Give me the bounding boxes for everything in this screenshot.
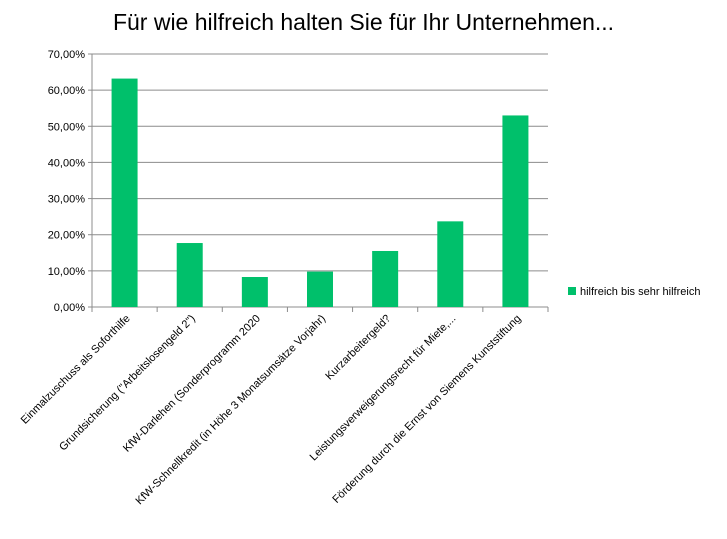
y-tick-label: 50,00% xyxy=(48,121,86,133)
bar xyxy=(372,250,399,307)
x-category-label: KfW-Darlehen (Sonderprogramm 2020 xyxy=(121,313,263,455)
bar xyxy=(307,271,333,307)
bars xyxy=(111,78,529,307)
bar xyxy=(437,221,464,307)
y-tick-label: 10,00% xyxy=(48,266,86,278)
y-tick-label: 0,00% xyxy=(54,302,85,314)
x-category-label: Leistungsverweigerungsrecht für Miete,..… xyxy=(308,313,459,464)
y-tick-label: 40,00% xyxy=(48,157,86,169)
chart-title: Für wie hilfreich halten Sie für Ihr Unt… xyxy=(112,9,615,35)
bar xyxy=(241,277,268,307)
y-axis: 0,00% 10,00% 20,00% 30,00% 40,00% 50,00% 60,00… xyxy=(48,49,549,314)
gridlines xyxy=(92,53,548,308)
y-tick-label: 60,00% xyxy=(48,85,86,97)
legend-label: hilfreich bis sehr hilfreich xyxy=(580,286,700,298)
bar xyxy=(176,243,203,307)
bar xyxy=(111,78,138,307)
x-category-label: Einmalzuschuss als Soforthilfe xyxy=(19,313,133,427)
bar xyxy=(502,115,529,307)
x-category-label: Kurzarbeitergeld? xyxy=(323,313,393,383)
x-category-label: Grundsicherung ("Arbeitslosengeld 2") xyxy=(57,313,198,454)
y-tick-label: 30,00% xyxy=(48,194,86,206)
y-tick-label: 70,00% xyxy=(48,49,86,61)
legend-swatch xyxy=(568,287,576,295)
legend: hilfreich bis sehr hilfreich xyxy=(568,286,700,298)
x-axis-labels: Einmalzuschuss als SoforthilfeGrundsiche… xyxy=(19,313,524,508)
y-tick-label: 20,00% xyxy=(48,230,86,242)
